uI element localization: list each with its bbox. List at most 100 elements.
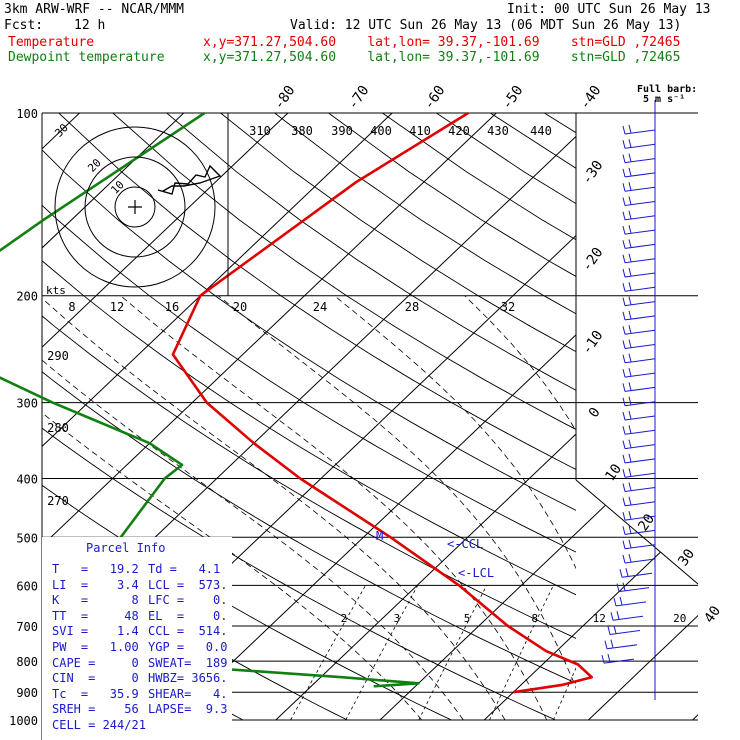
hodograph-ring-label: 10 [108,178,127,197]
parcel-info-row: TT = 48 EL = 0. [52,609,242,624]
dry-adiabat-line [328,113,576,277]
dry-adiabat-line [42,427,556,721]
wind-barb [616,582,650,593]
pressure-tick-label: 1000 [9,714,38,728]
parcel-info-right: CCL = 514. [148,624,228,639]
isotherm-line [42,113,185,721]
parcel-info-row: CIN = 0 HWBZ= 3656. [52,671,242,686]
hodograph-speed-label: 32 [501,300,515,314]
hodograph-trace [157,164,222,195]
parcel-info-row: CAPE = 0 SWEAT= 189 [52,656,242,671]
mixing-ratio-line [418,585,488,721]
hodograph-speed-label: 12 [110,300,124,314]
moist-adiabat-line [120,295,548,721]
lcl-annotation: <-LCL [458,566,494,580]
wind-barb [622,396,656,407]
right-axis-slant [575,479,699,585]
dry-adiabat-line [598,113,740,720]
isotherm-label: -60 [421,83,449,113]
parcel-info-left: CIN = 0 [52,671,139,686]
wind-barb [622,153,656,164]
dry-adiabat-label: 280 [47,421,69,435]
wind-barb [622,382,656,392]
pressure-tick-label: 100 [16,107,38,121]
isotherm-line [483,113,698,721]
wind-barb [613,596,647,607]
wind-barb [622,325,656,335]
temperature-profile [171,111,593,694]
isotherm-label: -30 [579,158,607,188]
dry-adiabat-label: 290 [47,349,69,363]
mixing-ratio-line [345,585,419,721]
parcel-info-row: T = 19.2 Td = 4.1 [52,562,242,577]
wind-barb [601,653,635,664]
pressure-tick-label: 300 [16,397,38,411]
pressure-tick-label: 800 [16,655,38,669]
wind-barb [622,367,656,378]
theta-label: 420 [448,124,470,138]
wind-barb [622,339,656,349]
mixing-ratio-label: 8 [532,612,539,625]
forecast-hour: 12 h [74,18,106,33]
hodograph-speed-label: 24 [313,300,327,314]
isotherm-line [42,113,289,721]
wind-barb [622,210,656,221]
mixing-ratio-label: 12 [593,612,606,625]
hodograph-ring [114,186,156,228]
theta-label: 380 [291,124,313,138]
moist-adiabat-line [42,359,464,721]
isotherm-line [42,113,393,721]
parcel-info-left: SREH = 56 [52,702,139,717]
mixing-ratio-line [290,585,366,721]
hodograph-speed-label: 8 [68,300,75,314]
wind-barb [610,611,644,621]
theta-label: 400 [370,124,392,138]
wind-barb [622,124,656,135]
isotherm-line [692,113,698,721]
parcel-info-row: LI = 3.4 LCL = 573. [52,578,242,593]
parcel-info-left: Tc = 35.9 [52,686,139,701]
wind-barb [622,496,656,507]
isotherm-label: -20 [579,245,607,275]
wind-barb [607,625,641,635]
parcel-info-box [42,537,232,740]
isotherm-label: -10 [579,328,607,358]
dewpoint-location: x,y=371.27,504.60 lat,lon= 39.37,-101.69… [203,50,681,65]
hodograph-speed-label: 16 [165,300,179,314]
isotherm-line [588,113,698,721]
wind-barb [622,239,656,249]
isotherm-label: 40 [701,603,724,626]
parcel-info-row: SREH = 56 LAPSE= 9.3 [52,702,242,717]
parcel-info-row: CELL = 244/21 [52,718,242,733]
pressure-tick-label: 200 [16,290,38,304]
hodograph-unit-label: kts [46,284,66,297]
parcel-info-row: PW = 1.00 YGP = 0.0 [52,640,242,655]
hodograph-ring-label: 20 [85,156,104,175]
parcel-info-right: LFC = 0. [148,593,228,608]
mixing-ratio-line [638,585,693,720]
dry-adiabat-line [42,149,576,511]
parcel-info-right: LAPSE= 9.3 [148,702,228,717]
moist-adiabat-line [42,297,506,721]
parcel-info-left: TT = 48 [52,608,139,623]
parcel-info-right: YGP = 0.0 [148,640,228,654]
parcel-info-right: HWBZ= 3656. [148,671,228,686]
wind-barb [622,510,656,521]
dewpoint-legend: Dewpoint temperature [8,50,165,65]
wind-barb [622,224,656,235]
wind-barb [622,353,656,364]
wind-barb [622,196,656,206]
hodograph-speed-label: 20 [233,300,247,314]
parcel-info-row: SVI = 1.4 CCL = 514. [52,624,242,639]
dry-adiabat-line [436,113,576,205]
isotherm-line [171,113,698,721]
m-annotation: M [376,529,383,543]
dry-adiabat-label: 270 [47,494,69,508]
dewpoint-profile [0,111,420,688]
wind-barb [622,182,656,192]
mixing-ratio-line [489,585,554,721]
valid-time: Valid: 12 UTC Sun 26 May 13 (06 MDT Sun … [290,18,682,33]
wind-barb [622,282,656,292]
init-time: Init: 00 UTC Sun 26 May 13 [507,2,711,17]
